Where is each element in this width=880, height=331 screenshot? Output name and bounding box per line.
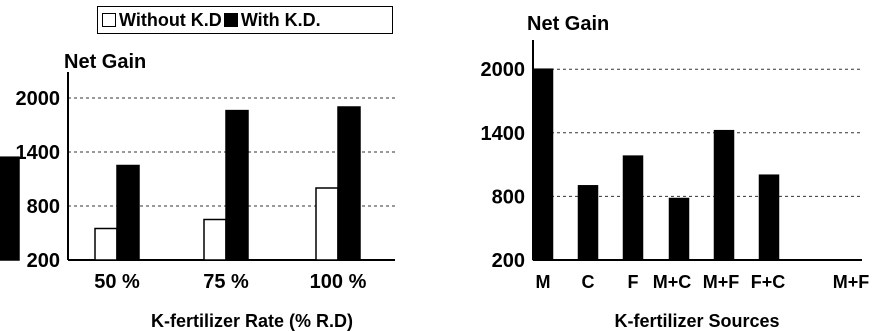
legend-item-with: With K.D. <box>223 9 321 31</box>
bar <box>0 156 20 261</box>
x-tick-label: F <box>628 272 639 292</box>
y-tick-label: 800 <box>27 196 60 218</box>
bar <box>315 187 339 261</box>
bar <box>116 164 140 261</box>
legend-swatch-without <box>102 13 116 27</box>
legend: Without K.D With K.D. <box>97 6 393 34</box>
bar <box>758 174 780 261</box>
x-tick-label: M+F <box>703 272 740 292</box>
chart-title: Net Gain <box>64 51 146 73</box>
bar <box>577 185 599 261</box>
legend-item-without: Without K.D <box>102 10 222 31</box>
legend-label-with: With K.D. <box>240 9 321 30</box>
bar <box>713 129 735 261</box>
x-tick-label: C <box>582 272 595 292</box>
y-tick-label: 1400 <box>481 123 526 145</box>
bar <box>668 197 690 261</box>
bar <box>203 218 227 261</box>
legend-label-without: Without K.D <box>119 9 222 30</box>
x-tick-label: M+C <box>653 272 692 292</box>
y-tick-label: 200 <box>492 250 525 272</box>
y-tick-label: 2000 <box>16 88 61 110</box>
x-tick-label: 75 % <box>203 271 249 293</box>
y-tick-label: 1400 <box>16 142 61 164</box>
legend-swatch-with <box>223 13 238 27</box>
x-axis-label: K-fertilizer Rate (% R.D) <box>151 311 353 331</box>
x-tick-label: M <box>536 272 551 292</box>
bar <box>532 68 554 261</box>
x-tick-label: 100 % <box>310 271 367 293</box>
y-tick-label: 2000 <box>481 59 526 81</box>
x-tick-label: M+F <box>833 272 870 292</box>
bar <box>225 109 249 261</box>
x-axis-label: K-fertilizer Sources <box>614 311 779 331</box>
bar <box>94 227 118 261</box>
bar <box>337 106 361 261</box>
x-tick-label: 50 % <box>94 271 140 293</box>
chart-title: Net Gain <box>527 13 609 35</box>
bar <box>622 155 644 261</box>
y-tick-label: 200 <box>27 250 60 272</box>
y-tick-label: 800 <box>492 186 525 208</box>
x-tick-label: F+C <box>751 272 786 292</box>
